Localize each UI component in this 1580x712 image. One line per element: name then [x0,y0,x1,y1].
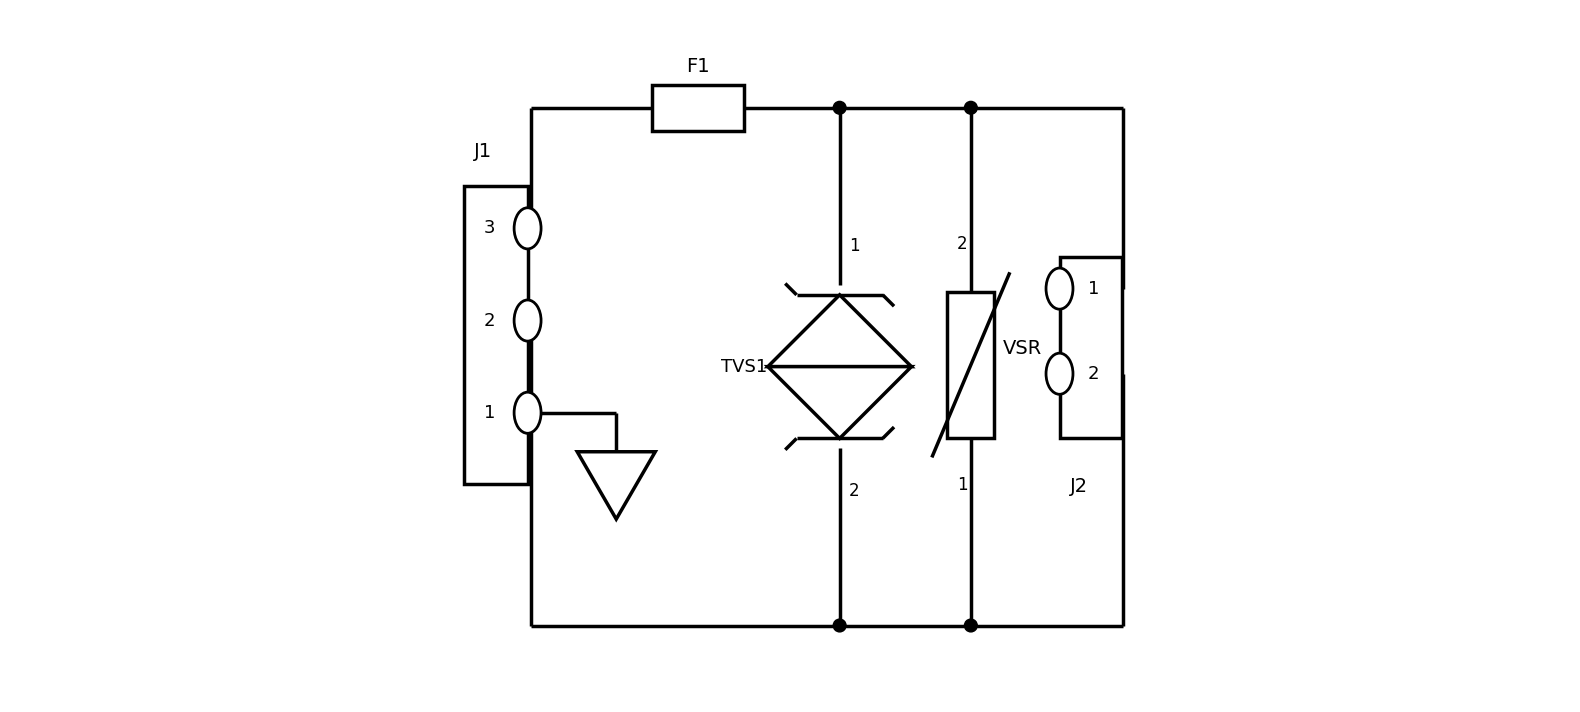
Text: TVS1: TVS1 [720,357,768,376]
Polygon shape [768,295,912,367]
Text: VSR: VSR [1003,340,1043,358]
Text: 1: 1 [956,476,967,494]
Text: 2: 2 [1089,365,1100,383]
Text: J1: J1 [474,142,493,161]
Text: 1: 1 [848,237,860,255]
Bar [1060,257,1122,438]
Ellipse shape [514,208,540,249]
Bar [465,186,528,483]
Bar [651,85,744,131]
Ellipse shape [1046,353,1073,394]
Polygon shape [768,367,912,439]
Ellipse shape [514,392,540,434]
Text: 2: 2 [956,235,967,253]
Ellipse shape [514,300,540,341]
Circle shape [964,101,978,114]
Circle shape [833,619,845,632]
Text: 2: 2 [483,312,495,330]
Text: 2: 2 [848,482,860,500]
Ellipse shape [1046,268,1073,309]
Text: J2: J2 [1070,476,1089,496]
Circle shape [964,619,978,632]
Circle shape [833,101,845,114]
Text: 3: 3 [483,219,495,237]
Bar [948,292,994,438]
Text: 1: 1 [1089,280,1100,298]
Text: F1: F1 [686,57,709,76]
Text: 1: 1 [483,404,495,422]
Polygon shape [577,451,656,519]
